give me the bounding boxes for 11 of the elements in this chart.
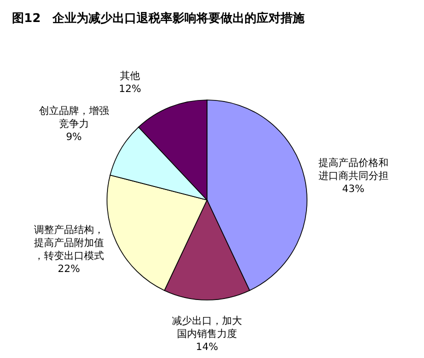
chart-title: 图12 企业为减少出口退税率影响将要做出的应对措施 bbox=[12, 11, 306, 25]
slice-label: 创立品牌，增强竞争力 bbox=[38, 104, 109, 130]
slice-label: 其他 bbox=[120, 70, 140, 82]
data-label: 22% bbox=[58, 264, 80, 276]
data-label: 14% bbox=[196, 342, 218, 353]
slice-label: 调整产品结构，提高产品附加值，转变出口模式 bbox=[34, 224, 104, 262]
data-label: 9% bbox=[66, 132, 82, 143]
slice-label: 减少出口，加大国内销售力度 bbox=[172, 315, 242, 340]
data-label: 43% bbox=[342, 184, 364, 196]
slice-label: 提高产品价格和进口商共同分担 bbox=[318, 157, 388, 182]
data-label: 12% bbox=[118, 84, 142, 96]
